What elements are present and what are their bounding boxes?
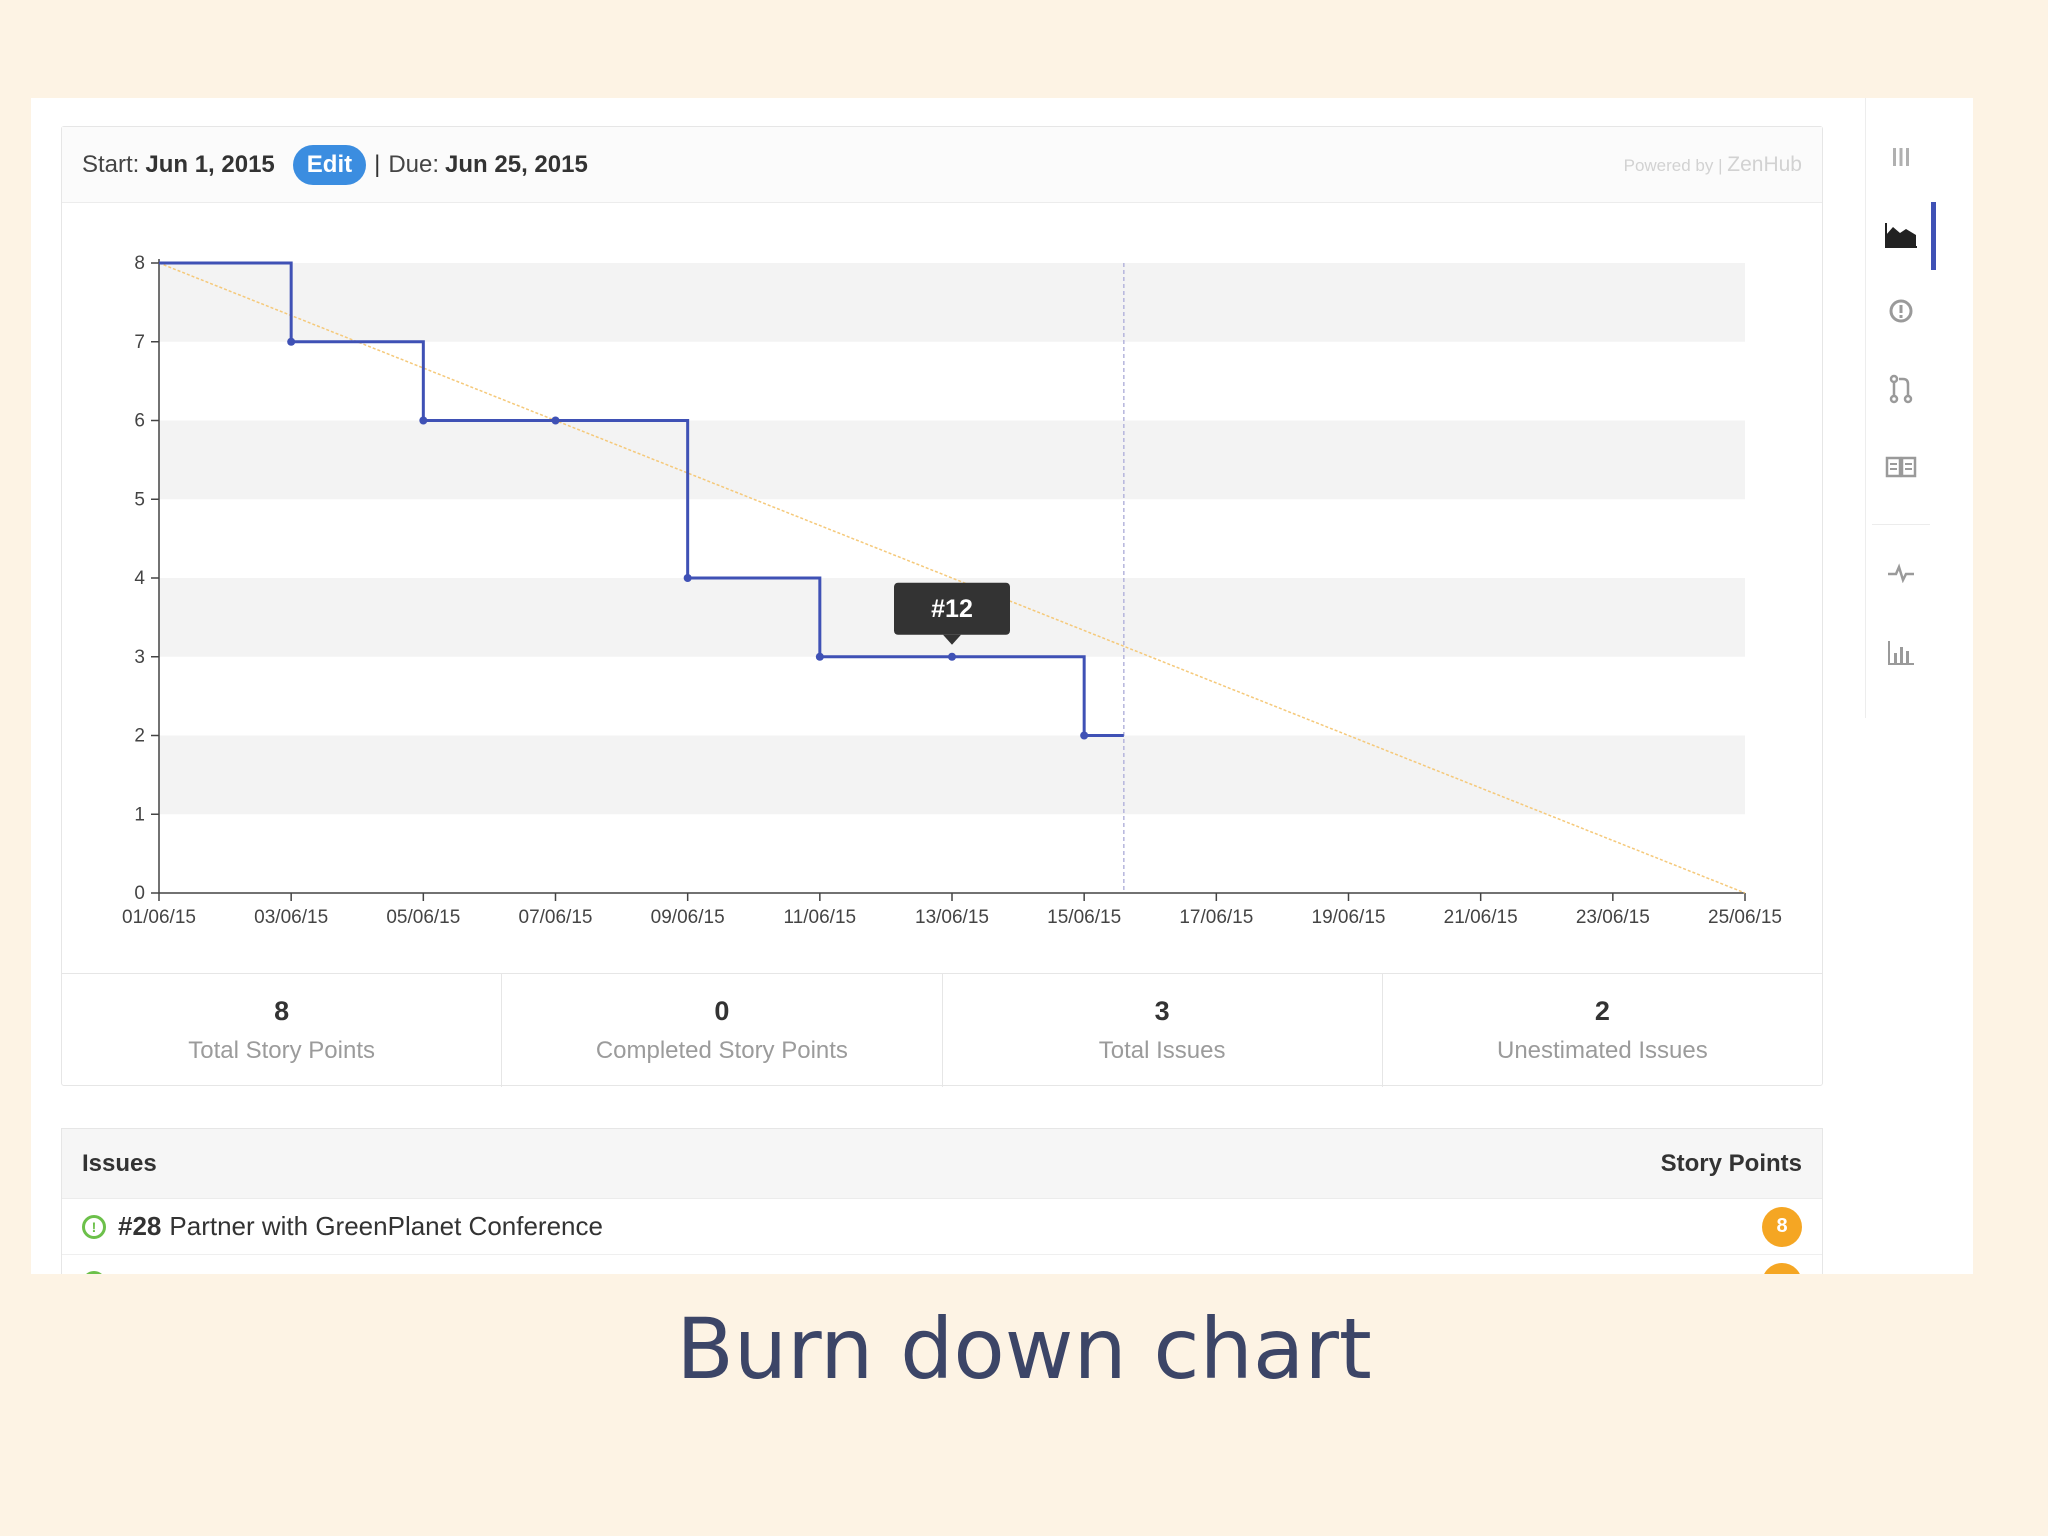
issue-row-partial[interactable]: ! [62, 1255, 1822, 1274]
open-issue-icon: ! [82, 1270, 106, 1274]
issue-row[interactable]: ! #28 Partner with GreenPlanet Conferenc… [62, 1199, 1822, 1255]
burndown-panel: Start: Jun 1, 2015 Edit | Due: Jun 25, 2… [61, 126, 1823, 1087]
edit-button[interactable]: Edit [292, 144, 367, 185]
stat-unestimated-issues: 2 Unestimated Issues [1383, 974, 1822, 1087]
issue-number[interactable]: #28 [118, 1211, 162, 1241]
sidebar-divider [1872, 524, 1930, 525]
stat-label: Total Story Points [188, 1037, 375, 1064]
grid-band [159, 420, 1745, 500]
pulse-icon[interactable] [1866, 548, 1936, 598]
x-tick-label: 09/06/15 [651, 907, 725, 928]
x-tick-label: 21/06/15 [1444, 907, 1518, 928]
stat-label: Completed Story Points [595, 1037, 848, 1064]
header-separator: | [374, 150, 381, 178]
tooltip-box [894, 582, 1010, 635]
graphs-icon[interactable] [1866, 628, 1936, 678]
burndown-icon[interactable] [1866, 210, 1936, 260]
data-point [683, 574, 692, 582]
slide-caption: Burn down chart [676, 1300, 1372, 1398]
x-tick-label: 19/06/15 [1312, 907, 1386, 928]
y-tick-label: 4 [134, 568, 145, 589]
right-sidebar [1865, 98, 1935, 718]
story-points-badge: 8 [1762, 1206, 1802, 1247]
due-date: Jun 25, 2015 [445, 150, 588, 178]
wiki-icon[interactable] [1866, 442, 1936, 492]
data-point [1080, 731, 1089, 740]
pull-request-icon[interactable] [1866, 364, 1936, 414]
x-tick-label: 11/06/15 [784, 907, 857, 928]
x-tick-label: 07/06/15 [519, 907, 593, 928]
stats-bar: 8 Total Story Points 0 Completed Story P… [62, 973, 1822, 1087]
y-tick-label: 2 [134, 726, 145, 747]
y-tick-label: 5 [134, 489, 145, 510]
issues-column-header: Issues [82, 1149, 157, 1177]
x-tick-label: 01/06/15 [122, 907, 196, 928]
issues-table: Issues Story Points ! #28 Partner with G… [61, 1128, 1823, 1274]
y-tick-label: 6 [134, 411, 145, 432]
x-tick-label: 25/06/15 [1708, 907, 1782, 928]
y-tick-label: 3 [134, 647, 145, 668]
powered-by[interactable]: Powered by | ZenHub [1624, 153, 1802, 177]
grid-band [159, 263, 1745, 342]
x-tick-label: 03/06/15 [254, 907, 328, 928]
x-tick-label: 23/06/15 [1576, 907, 1650, 928]
x-tick-label: 13/06/15 [915, 907, 989, 928]
stat-completed-story-points: 0 Completed Story Points [502, 974, 943, 1087]
issues-table-header: Issues Story Points [62, 1129, 1822, 1199]
app-screen: Start: Jun 1, 2015 Edit | Due: Jun 25, 2… [31, 98, 1973, 1274]
start-label: Start: [82, 150, 140, 178]
powered-by-separator: | [1718, 156, 1723, 175]
stat-value: 8 [274, 996, 290, 1026]
burndown-chart: 0 1 2 3 4 5 6 7 8 01/06/15 03/06/15 05/06/15 07/06/1… [122, 253, 1782, 928]
issue-title[interactable]: Partner with GreenPlanet Conference [169, 1211, 603, 1241]
sprint-header: Start: Jun 1, 2015 Edit | Due: Jun 25, 2… [62, 127, 1822, 203]
y-tick-label: 7 [134, 332, 145, 353]
data-point [551, 416, 560, 425]
x-tick-label: 17/06/15 [1179, 907, 1253, 928]
actual-burndown-line [159, 261, 1124, 737]
y-tick-label: 8 [134, 253, 145, 274]
due-label: Due: [388, 150, 440, 178]
grid-band [159, 735, 1745, 815]
stat-value: 0 [714, 996, 730, 1026]
data-point [948, 652, 956, 661]
tooltip-arrow [943, 634, 961, 645]
stat-value: 3 [1154, 996, 1170, 1026]
data-point [287, 337, 296, 346]
issues-icon[interactable] [1866, 286, 1936, 336]
data-point [419, 416, 428, 425]
ideal-burndown-line [158, 262, 1746, 894]
start-date: Jun 1, 2015 [145, 150, 275, 178]
zenhub-brand: ZenHub [1727, 153, 1802, 176]
story-points-column-header: Story Points [1660, 1149, 1802, 1177]
y-tick-label: 0 [134, 883, 145, 904]
x-tick-label: 05/06/15 [386, 907, 460, 928]
powered-by-text: Powered by [1623, 156, 1714, 175]
stat-total-issues: 3 Total Issues [943, 974, 1383, 1087]
tooltip-label: #12 [931, 595, 973, 623]
stat-total-story-points: 8 Total Story Points [62, 974, 503, 1087]
board-icon[interactable] [1866, 132, 1936, 182]
x-tick-label: 15/06/15 [1047, 907, 1121, 928]
data-point [815, 652, 824, 661]
active-tab-indicator [1931, 202, 1936, 270]
y-tick-label: 1 [134, 804, 145, 825]
stat-label: Unestimated Issues [1496, 1037, 1708, 1064]
open-issue-icon: ! [82, 1214, 106, 1239]
story-points-badge [1762, 1262, 1802, 1274]
stat-label: Total Issues [1098, 1037, 1226, 1064]
stat-value: 2 [1594, 996, 1610, 1026]
